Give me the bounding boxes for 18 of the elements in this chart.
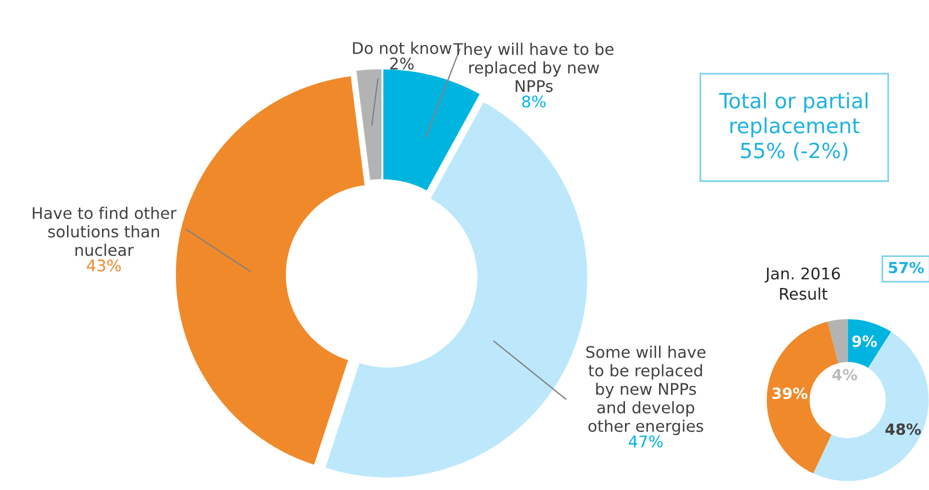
data-label: 2% bbox=[390, 57, 414, 70]
donut-slice bbox=[828, 319, 848, 364]
data-label: 43% bbox=[86, 259, 121, 272]
data-label: 39% bbox=[772, 387, 808, 400]
donut-slice bbox=[813, 332, 929, 482]
text: Total or partial replacement 55% (-2%) bbox=[719, 92, 868, 161]
slice-label: Some will have to be replaced by new NPPs and develop other energies bbox=[586, 346, 706, 436]
slice-label: Have to find other solutions than nuclear bbox=[32, 206, 176, 256]
data-label: 8% bbox=[522, 95, 546, 108]
donut-slice bbox=[848, 319, 892, 368]
data-label: 9% bbox=[852, 335, 877, 347]
data-label: 47% bbox=[628, 435, 663, 448]
data-label: 48% bbox=[885, 423, 921, 435]
data-label: 4% bbox=[832, 368, 858, 380]
slice-label: They will have to be replaced by new NPPs bbox=[453, 42, 614, 92]
chart-title: Jan. 2016 Result bbox=[764, 267, 840, 300]
text: 57% bbox=[888, 262, 924, 274]
slice-label: Do not know bbox=[353, 42, 452, 54]
